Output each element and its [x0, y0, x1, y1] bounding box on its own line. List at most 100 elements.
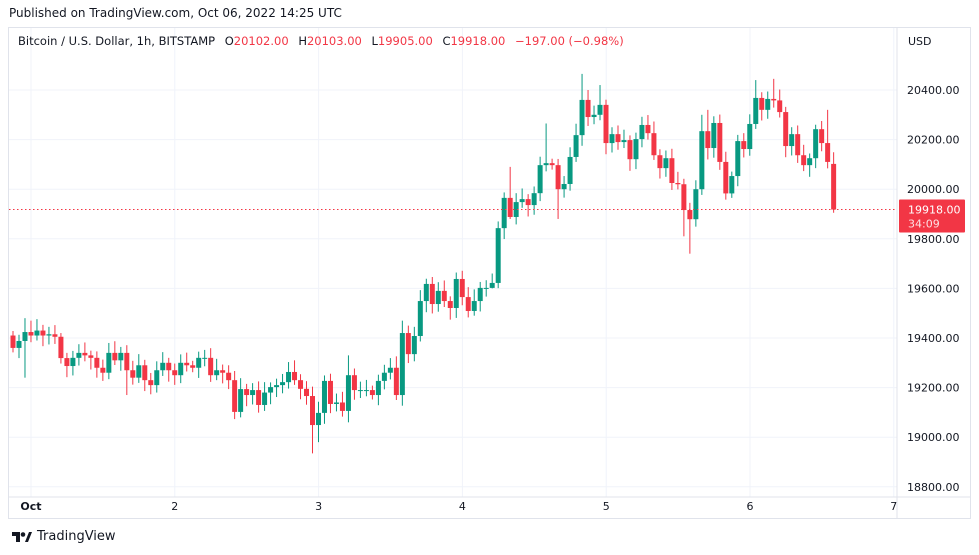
candle-up: [214, 370, 220, 376]
candle-down: [759, 97, 765, 110]
candle-up: [417, 301, 423, 337]
footer-brand[interactable]: TradingView: [12, 529, 116, 544]
candle-up: [471, 301, 477, 311]
y-tick-label: 19800.00: [907, 233, 960, 246]
candle-down: [100, 367, 106, 373]
symbol-name: Bitcoin / U.S. Dollar, 1h, BITSTAMP: [18, 34, 216, 48]
candle-down: [585, 99, 591, 118]
candle-down: [525, 199, 531, 206]
y-tick-label: 19000.00: [907, 431, 960, 444]
candle-up: [387, 367, 393, 373]
candle-up: [453, 278, 459, 308]
x-tick-label: 3: [315, 500, 322, 513]
candle-down: [717, 122, 723, 162]
high-label: H: [298, 34, 307, 48]
candle-up: [22, 332, 28, 341]
candle-down: [771, 98, 777, 101]
y-tick-label: 19400.00: [907, 332, 960, 345]
candle-down: [142, 365, 148, 381]
candle-up: [46, 334, 52, 336]
candle-down: [148, 380, 154, 386]
candle-down: [232, 380, 238, 412]
candle-down: [447, 301, 453, 308]
candle-down: [220, 370, 226, 373]
candle-up: [531, 193, 537, 206]
x-tick-label: 4: [459, 500, 466, 513]
change-value: −197.00 (−0.98%): [515, 34, 624, 48]
x-tick-label: 7: [890, 500, 897, 513]
candle-down: [645, 124, 651, 134]
candle-up: [286, 371, 292, 383]
x-tick-label: 5: [603, 500, 610, 513]
candle-down: [459, 278, 465, 298]
brand-name: TradingView: [37, 529, 116, 544]
candle-down: [705, 131, 711, 149]
high-value: 20103.00: [306, 34, 362, 48]
candle-down: [657, 155, 663, 169]
candle-down: [777, 100, 783, 113]
candle-up: [789, 134, 795, 147]
candle-up: [561, 183, 567, 190]
current-price-label: [899, 199, 965, 233]
candle-up: [118, 352, 124, 361]
candle-up: [813, 129, 819, 159]
candle-up: [321, 380, 327, 413]
candle-up: [597, 104, 603, 115]
close-label: C: [442, 34, 451, 48]
candle-down: [172, 370, 178, 376]
candle-up: [280, 382, 286, 386]
candle-down: [831, 163, 837, 210]
candle-up: [591, 114, 597, 118]
candle-down: [369, 390, 375, 396]
candle-down: [465, 297, 471, 311]
candle-down: [339, 402, 345, 411]
candle-up: [435, 290, 441, 305]
candle-down: [801, 155, 807, 166]
candle-down: [94, 357, 100, 368]
candle-up: [16, 340, 22, 348]
candle-down: [549, 163, 555, 166]
candle-down: [88, 355, 94, 358]
candle-down: [819, 129, 825, 144]
candle-down: [627, 140, 633, 160]
candle-down: [112, 352, 118, 361]
candle-down: [429, 283, 435, 305]
candle-down: [190, 365, 196, 368]
candle-down: [40, 330, 46, 336]
y-tick-label: 18800.00: [907, 481, 960, 494]
countdown-text: 34:09: [908, 218, 940, 231]
candle-up: [268, 387, 274, 393]
candle-down: [226, 372, 232, 381]
low-value: 19905.00: [377, 34, 433, 48]
candle-down: [507, 197, 513, 217]
candle-down: [208, 357, 214, 376]
candle-up: [160, 362, 166, 371]
candle-up: [76, 352, 82, 358]
candle-up: [621, 140, 627, 143]
candle-down: [28, 332, 34, 336]
candle-up: [495, 228, 501, 283]
candle-up: [178, 362, 184, 376]
candle-up: [70, 357, 76, 367]
open-label: O: [224, 34, 234, 48]
candle-down: [603, 104, 609, 144]
candle-down: [687, 210, 693, 220]
low-label: L: [371, 34, 378, 48]
x-tick-label: 2: [171, 500, 178, 513]
candle-down: [82, 352, 88, 356]
candle-down: [825, 143, 831, 162]
candle-down: [669, 158, 675, 183]
candle-down: [310, 396, 315, 426]
candle-up: [483, 287, 489, 289]
candle-up: [579, 99, 585, 136]
candle-down: [651, 133, 657, 156]
candle-up: [411, 336, 417, 355]
candle-down: [723, 161, 729, 194]
candle-up: [154, 370, 160, 386]
y-tick-label: 19200.00: [907, 382, 960, 395]
close-value: 19918.00: [450, 34, 506, 48]
candle-up: [519, 199, 525, 203]
candle-down: [58, 336, 64, 359]
